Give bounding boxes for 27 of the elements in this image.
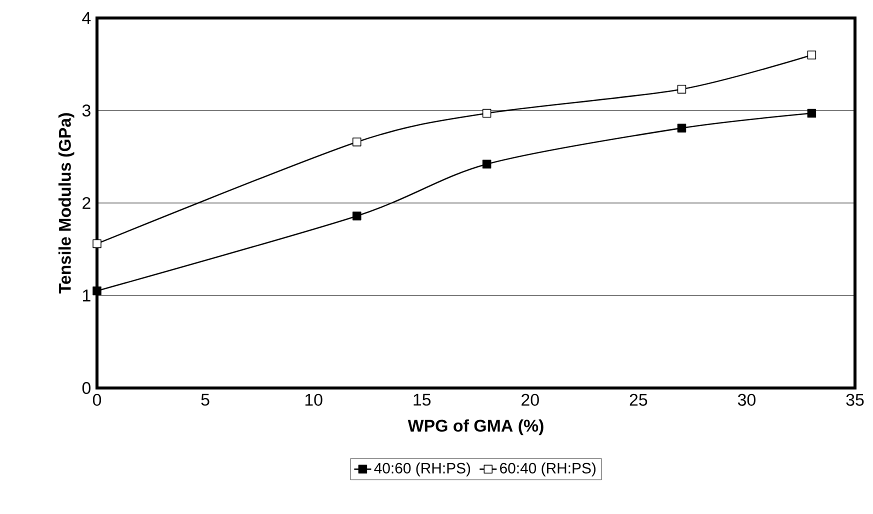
point xyxy=(352,138,362,146)
point xyxy=(677,124,686,132)
y-axis-title: Tensile Modulus (GPa) xyxy=(58,113,74,294)
point xyxy=(92,239,102,248)
x-tick-label: 25 xyxy=(630,394,648,406)
x-tick-label: 20 xyxy=(522,394,539,406)
x-tick-label: 0 xyxy=(92,394,102,406)
point xyxy=(482,108,492,118)
point xyxy=(807,50,816,60)
y-tick-label: 1 xyxy=(83,290,90,302)
point xyxy=(92,286,102,296)
point xyxy=(677,84,686,94)
y-tick-label: 3 xyxy=(82,104,90,116)
point xyxy=(807,108,816,118)
legend-label: 60:40 (RH:PS) xyxy=(500,462,596,476)
point xyxy=(352,212,362,220)
x-tick-label: 15 xyxy=(414,394,431,406)
legend-label: 40:60 (RH:PS) xyxy=(374,462,470,476)
y-tick-label: 0 xyxy=(82,382,90,394)
x-tick-label: 5 xyxy=(201,394,210,406)
y-tick-label: 4 xyxy=(82,12,91,24)
y-tick-label: 2 xyxy=(82,197,90,209)
x-tick-label: 10 xyxy=(305,394,322,406)
x-axis-title: WPG of GMA (%) xyxy=(408,419,544,436)
point xyxy=(482,160,492,169)
x-tick-label: 30 xyxy=(738,394,756,406)
x-tick-label: 35 xyxy=(846,394,864,406)
